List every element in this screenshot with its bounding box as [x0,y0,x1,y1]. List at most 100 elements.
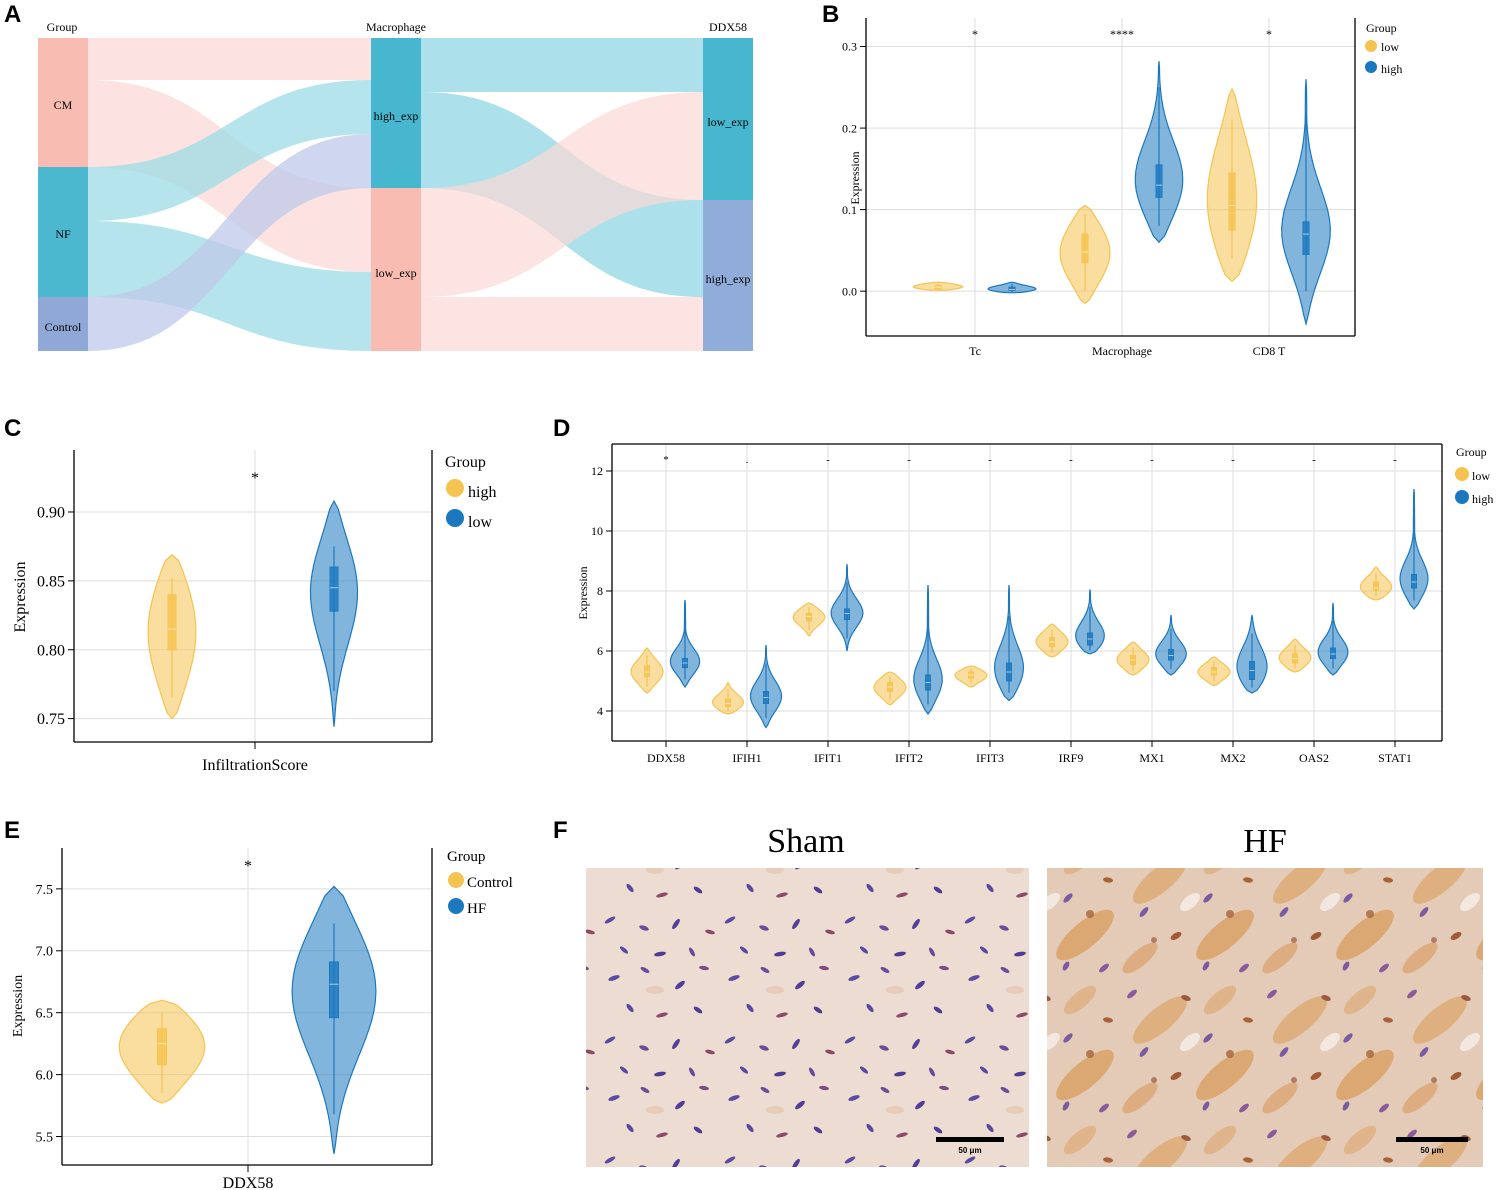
c-x-label: InfiltrationScore [202,757,308,774]
e-y-label: Expression [11,975,26,1037]
d-sig-ifit1: - [826,454,830,466]
b-ytick-label: 0.1 [842,203,857,217]
d-high-oas2-box [1330,647,1336,659]
b-y-label: Expression [848,151,862,204]
node-nf [38,167,88,297]
node-label-nf: NF [55,227,71,241]
d-legend-swatch-high [1455,490,1469,504]
d-ytick-label: 12 [591,464,603,478]
f-image-hf [1047,868,1483,1167]
d-ytick-label: 8 [597,584,603,598]
c-y-label: Expression [12,561,29,632]
panel-c-label: C [4,415,21,442]
c-significance: * [251,470,259,487]
b-legend-high: high [1381,62,1402,76]
e-ytick-label: 6.5 [36,1007,54,1022]
f-title-hf: HF [1243,823,1286,860]
d-low-ifih1-box [725,698,731,707]
node-label-ddx58-low: low_exp [707,115,748,129]
b-legend-title: Group [1366,21,1397,35]
e-legend-swatch-control [448,872,464,888]
flow-high-low [421,38,703,92]
panel-d-label: D [553,415,570,442]
flow-nf-high [88,80,371,221]
node-label-ddx58-high: high_exp [706,272,751,286]
d-xtick-stat1: STAT1 [1378,751,1412,765]
c-ytick-label: 0.85 [37,573,65,590]
c-high-box [167,594,177,651]
flow-low-high [421,297,703,351]
flow-cm-high [88,38,371,80]
b-high-1-box [1155,164,1163,198]
b-low-2-box [1228,172,1236,231]
d-sig-stat1: - [1393,454,1397,466]
panel-a-label: A [4,1,21,28]
panel-e-chart: 5.5 6.0 6.5 7.0 7.5 Expression DDX58 * Group… [11,848,513,1190]
e-ytick-label: 7.0 [36,945,54,960]
b-legend-swatch-high [1365,61,1377,73]
d-sig-oas2: - [1312,454,1316,466]
d-sig-ifit3: - [988,454,992,466]
d-legend-title: Group [1456,445,1487,459]
b-ytick-label: 0.0 [842,284,857,298]
d-sig-mx1: - [1150,454,1154,466]
d-high-mx1-box [1168,649,1174,661]
sankey-header-macrophage: Macrophage [366,20,426,34]
d-low-ddx58-box [644,665,650,677]
b-sig-macrophage: **** [1110,27,1134,41]
panel-a-sankey: Group Macrophage DDX58 CM NF Control hig… [38,20,753,351]
d-high-stat1-box [1411,574,1417,589]
panel-e-label: E [4,817,20,844]
b-x-tick-tc: Tc [969,344,981,358]
c-legend-swatch-high [446,479,464,497]
c-legend-title: Group [445,454,486,471]
b-high-0-box [1008,286,1016,291]
panel-d-chart: 4 6 8 10 12 DDX58 IFIH1 IFIT1 IFIT2 IFIT3 IRF9 MX1… [576,443,1493,765]
d-y-label: Expression [576,566,590,619]
e-ytick-label: 6.0 [36,1069,54,1084]
node-label-macrophage-high: high_exp [374,109,419,123]
c-legend-low: low [468,514,492,531]
e-legend-title: Group [447,849,485,865]
d-high-ifit1-box [844,608,850,620]
d-xtick-ifit2: IFIT2 [895,751,923,765]
f-image-sham [586,868,1029,1167]
panel-b-chart: 0.0 0.1 0.2 0.3 Expression Tc Macrophage CD… [842,18,1402,358]
flow-low-low [421,92,703,297]
flow-nf-low [88,221,371,351]
d-legend-swatch-low [1455,467,1469,481]
d-xtick-ifit1: IFIT1 [814,751,842,765]
node-cm [38,38,88,167]
b-low-1-box [1081,233,1089,264]
flow-control-high [88,134,371,351]
node-control [38,297,88,351]
d-sig-ifit2: - [907,454,911,466]
sankey-header-group: Group [47,20,78,34]
e-ytick-label: 5.5 [36,1130,54,1145]
d-sig-mx2: - [1231,454,1235,466]
d-ytick-label: 10 [591,524,603,538]
e-control-box [157,1028,167,1066]
d-low-ifit1-box [806,613,812,622]
d-xtick-ifih1: IFIH1 [732,751,761,765]
node-ddx58-high [703,200,753,351]
d-xtick-ifit3: IFIT3 [976,751,1004,765]
d-legend-high: high [1472,492,1493,506]
d-sig-ifih1: . [746,454,749,466]
d-sig-ddx58: * [663,454,669,466]
d-xtick-irf9: IRF9 [1059,751,1084,765]
f-scale-label-hf: 50 μm [1420,1146,1443,1155]
b-legend-swatch-low [1365,40,1377,52]
e-x-label: DDX58 [223,1175,274,1190]
panel-b-label: B [822,1,839,28]
e-legend-swatch-hf [448,898,464,914]
panel-c-chart: 0.75 0.80 0.85 0.90 Expression Infiltration… [12,450,496,774]
sankey-header-ddx58: DDX58 [709,20,747,34]
d-ytick-label: 4 [597,704,603,718]
node-macrophage-high [371,38,421,188]
d-ytick-label: 6 [597,644,603,658]
f-title-sham: Sham [767,823,844,860]
c-ytick-label: 0.80 [37,642,65,659]
c-legend-swatch-low [446,509,464,527]
